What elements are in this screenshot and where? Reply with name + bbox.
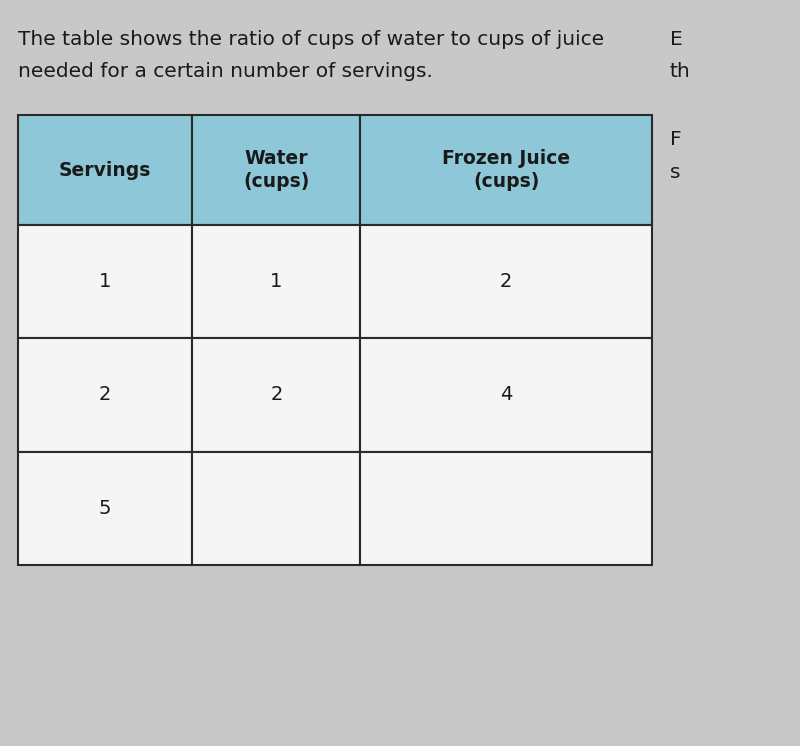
Text: 1: 1 [270,272,282,291]
Text: 1: 1 [99,272,111,291]
Text: F: F [670,130,682,149]
Text: 2: 2 [99,386,111,404]
Bar [192,339,360,451]
Bar [18,225,192,339]
Bar [192,115,360,225]
Bar [360,225,652,339]
Bar [360,451,652,565]
Text: needed for a certain number of servings.: needed for a certain number of servings. [18,62,433,81]
Text: Water
(cups): Water (cups) [243,148,310,191]
Bar [18,339,192,451]
Text: s: s [670,163,681,182]
Text: 5: 5 [99,499,111,518]
Bar [18,115,192,225]
Text: 4: 4 [500,386,512,404]
Bar [360,339,652,451]
Text: th: th [670,62,690,81]
Bar [18,451,192,565]
Bar [192,451,360,565]
Bar [192,225,360,339]
Text: 2: 2 [500,272,512,291]
Text: Frozen Juice
(cups): Frozen Juice (cups) [442,148,570,191]
Text: The table shows the ratio of cups of water to cups of juice: The table shows the ratio of cups of wat… [18,30,604,49]
Text: Servings: Servings [59,160,151,180]
Bar [360,115,652,225]
Text: E: E [670,30,682,49]
Text: 2: 2 [270,386,282,404]
